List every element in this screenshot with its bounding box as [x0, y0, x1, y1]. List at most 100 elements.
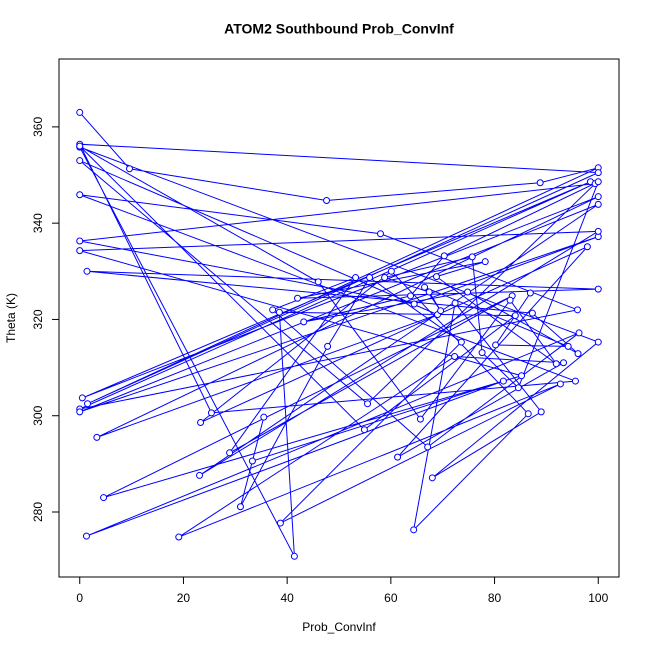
data-point	[196, 471, 204, 479]
data-point	[425, 288, 433, 296]
data-point	[511, 312, 519, 320]
data-point	[366, 274, 374, 282]
data-point	[300, 318, 308, 326]
data-point	[226, 449, 234, 457]
data-point	[499, 377, 507, 385]
data-point	[574, 350, 582, 358]
y-tick-label: 280	[31, 502, 45, 522]
data-point	[537, 408, 545, 416]
data-point	[248, 457, 256, 465]
data-point	[84, 400, 92, 408]
data-point	[78, 394, 86, 402]
y-tick-label: 360	[31, 117, 45, 137]
data-point	[394, 453, 402, 461]
data-point	[410, 300, 418, 308]
x-tick-label: 20	[177, 591, 191, 605]
data-point	[83, 267, 91, 275]
data-point	[506, 296, 514, 304]
data-point	[518, 372, 526, 380]
data-point	[594, 193, 602, 201]
data-point	[275, 308, 283, 316]
data-point	[364, 400, 372, 408]
data-point	[464, 288, 472, 296]
y-tick-label: 340	[31, 213, 45, 233]
data-point	[387, 267, 395, 275]
data-point	[324, 342, 332, 350]
data-point	[100, 494, 108, 502]
data-point	[457, 338, 465, 346]
data-point	[290, 552, 298, 560]
data-point	[236, 503, 244, 511]
data-point	[126, 165, 134, 173]
data-point	[564, 342, 572, 350]
data-point	[276, 519, 284, 527]
data-point	[571, 377, 579, 385]
data-point	[440, 252, 448, 260]
data-point	[594, 200, 602, 208]
y-axis-label: Theta (K)	[4, 293, 18, 343]
x-tick-label: 40	[280, 591, 294, 605]
x-tick-label: 100	[588, 591, 608, 605]
data-point	[314, 278, 322, 286]
data-point	[574, 306, 582, 314]
data-point	[478, 349, 486, 357]
data-point	[492, 341, 500, 349]
data-point	[416, 415, 424, 423]
data-point	[76, 157, 84, 165]
data-point	[594, 285, 602, 293]
data-point	[594, 338, 602, 346]
data-point	[76, 191, 84, 199]
data-point	[524, 410, 532, 418]
data-point	[451, 299, 459, 307]
data-point	[575, 329, 583, 337]
data-point	[594, 169, 602, 177]
data-point	[323, 197, 331, 205]
data-point	[451, 353, 459, 361]
data-point	[424, 443, 432, 451]
data-point	[175, 533, 183, 541]
chart-title: ATOM2 Southbound Prob_ConvInf	[224, 21, 454, 37]
data-point	[560, 359, 568, 367]
x-tick-label: 80	[488, 591, 502, 605]
data-point	[360, 426, 368, 434]
data-point	[536, 179, 544, 187]
data-point	[556, 380, 564, 388]
plot-frame	[58, 58, 620, 578]
data-point	[197, 418, 205, 426]
data-line	[78, 112, 601, 557]
data-point	[594, 178, 602, 186]
data-point	[594, 227, 602, 235]
data-point	[376, 230, 384, 238]
data-point	[552, 360, 560, 368]
data-point	[207, 409, 215, 417]
data-point	[381, 274, 389, 282]
data-point	[76, 142, 84, 150]
data-point	[410, 526, 418, 534]
data-point	[294, 294, 302, 302]
data-point	[407, 292, 415, 300]
data-point	[76, 408, 84, 416]
data-point	[432, 273, 440, 281]
data-point	[76, 247, 84, 255]
data-point	[528, 309, 536, 317]
data-point	[583, 243, 591, 251]
x-tick-label: 0	[76, 591, 83, 605]
data-point	[526, 289, 534, 297]
data-point	[468, 253, 476, 261]
data-point	[269, 306, 277, 314]
data-point	[352, 274, 360, 282]
data-point	[82, 532, 90, 540]
data-point	[76, 108, 84, 116]
data-point	[437, 307, 445, 315]
data-point	[93, 433, 101, 441]
data-point	[76, 237, 84, 245]
data-point	[421, 283, 429, 291]
data-point	[481, 258, 489, 266]
y-tick-label: 300	[31, 405, 45, 425]
y-tick-label: 320	[31, 309, 45, 329]
data-point	[260, 413, 268, 421]
data-point	[428, 474, 436, 482]
x-axis-label: Prob_ConvInf	[302, 620, 376, 634]
